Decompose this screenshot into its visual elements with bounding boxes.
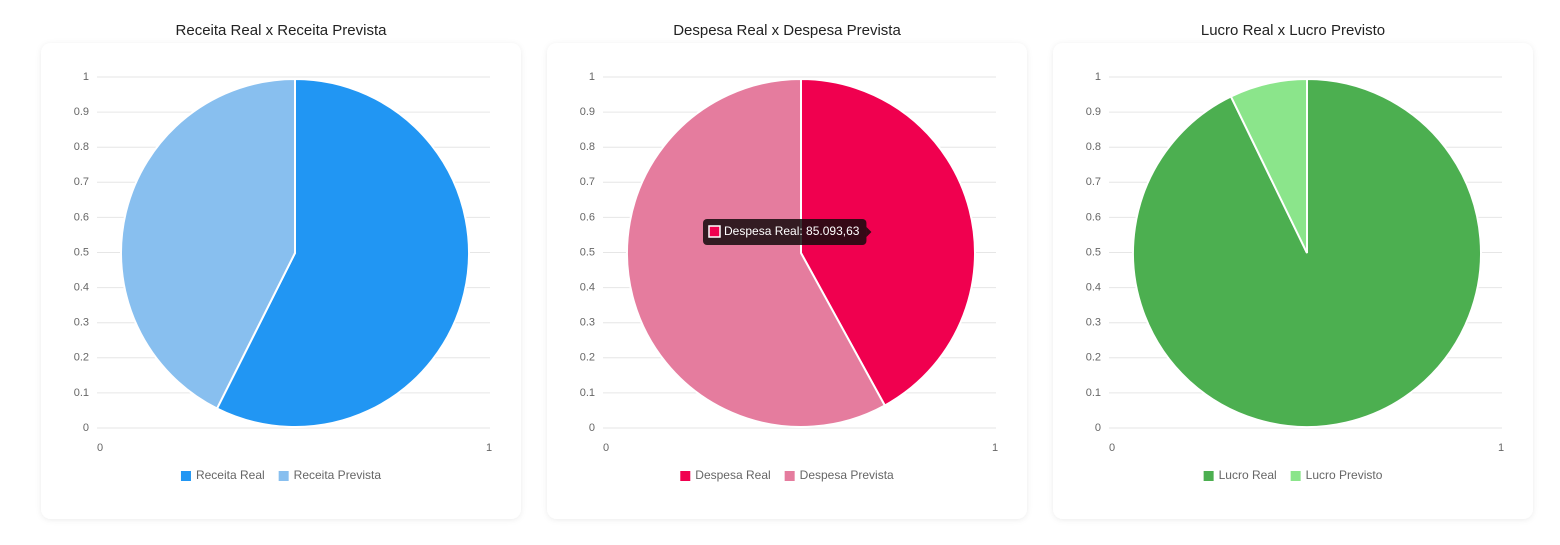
y-tick-label: 0.1 [580,387,595,399]
y-tick-label: 0.3 [1086,317,1101,329]
y-tick-label: 0.1 [74,387,89,399]
y-tick-label: 0.3 [74,317,89,329]
y-tick-label: 0.2 [1086,352,1101,364]
y-tick-label: 0 [83,422,89,434]
y-tick-label: 0.4 [580,282,595,294]
y-tick-label: 1 [589,71,595,83]
legend-swatch [278,471,289,481]
y-tick-label: 0.2 [74,352,89,364]
pie-slice [626,77,887,428]
x-tick-label: 0 [97,442,103,454]
y-tick-label: 0.5 [74,246,89,258]
pie-slice [800,77,977,407]
tooltip-text: Despesa Real: 85.093,63 [724,224,860,238]
pie-slice [1229,77,1308,254]
y-tick-label: 0.8 [1086,141,1101,153]
x-tick-label: 1 [1498,442,1504,454]
y-tick-label: 0.4 [1086,282,1101,294]
legend-swatch [1290,471,1301,481]
y-tick-label: 0.9 [1086,106,1101,118]
y-tick-label: 1 [83,71,89,83]
legend: Despesa Real Despesa Prevista [680,468,894,482]
y-tick-label: 0.5 [580,246,595,258]
y-tick-label: 0.6 [74,211,89,223]
y-tick-label: 0.4 [74,282,89,294]
y-tick-label: 0.9 [74,106,89,118]
y-tick-label: 0.7 [580,176,595,188]
y-tick-label: 0 [589,422,595,434]
pie-slice [215,77,470,428]
legend-label: Despesa Prevista [800,468,894,482]
legend-swatch [180,471,191,481]
chart-title: Despesa Real x Despesa Prevista [673,22,901,39]
y-tick-label: 0.8 [580,141,595,153]
legend: Lucro Real Lucro Previsto [1203,468,1383,482]
tooltip-caret [866,227,872,237]
y-tick-label: 0.6 [1086,211,1101,223]
legend-label: Receita Prevista [294,468,382,482]
y-tick-label: 0.7 [1086,176,1101,188]
chart-title: Lucro Real x Lucro Previsto [1201,22,1385,39]
legend-swatch [680,471,691,481]
legend-label: Receita Real [196,468,265,482]
y-tick-label: 0.1 [1086,387,1101,399]
y-tick-label: 0.7 [74,176,89,188]
tooltip-swatch [708,225,721,238]
x-tick-label: 1 [486,442,492,454]
y-tick-label: 0.5 [1086,246,1101,258]
y-tick-label: 0.8 [74,141,89,153]
x-tick-label: 0 [1109,442,1115,454]
legend-swatch [1203,471,1214,481]
legend-label: Lucro Previsto [1306,468,1383,482]
legend-label: Lucro Real [1219,468,1277,482]
y-tick-label: 1 [1095,71,1101,83]
y-tick-label: 0 [1095,422,1101,434]
legend-swatch [784,471,795,481]
tooltip-box [703,219,867,245]
pie-slice [120,77,296,410]
x-tick-label: 1 [992,442,998,454]
y-tick-label: 0.2 [580,352,595,364]
y-tick-label: 0.6 [580,211,595,223]
legend-label: Despesa Real [695,468,770,482]
tooltip: Despesa Real: 85.093,63 [703,219,872,245]
x-tick-label: 0 [603,442,609,454]
legend: Receita Real Receita Prevista [180,468,382,482]
chart-title: Receita Real x Receita Prevista [176,22,388,39]
y-tick-label: 0.9 [580,106,595,118]
y-tick-label: 0.3 [580,317,595,329]
